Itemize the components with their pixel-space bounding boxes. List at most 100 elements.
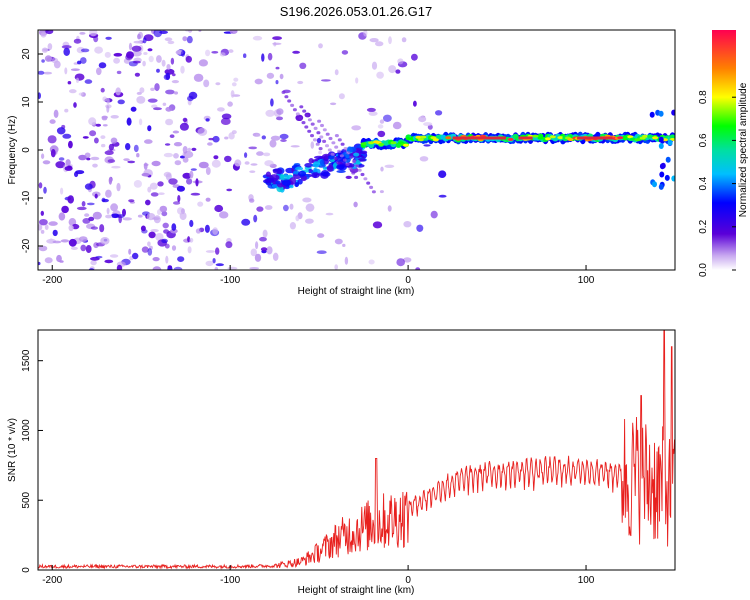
spectrogram-band-cell xyxy=(417,138,424,142)
spectrogram-streak-blob xyxy=(320,123,324,128)
spectrogram-arm-blob xyxy=(346,146,353,153)
spectrogram-arm-blob xyxy=(336,164,345,170)
spectrogram-noise-blob xyxy=(174,160,182,166)
spectrogram-noise-blob xyxy=(177,207,185,215)
spectrogram-noise-blob xyxy=(162,102,167,107)
spectrogram-noise-blob xyxy=(205,250,215,253)
spectrogram-noise-blob xyxy=(98,62,107,69)
spectrogram-noise-blob xyxy=(68,140,73,149)
spectrogram-noise-blob xyxy=(128,248,132,255)
spectrogram-noise-blob xyxy=(220,117,231,125)
spectrogram-noise-blob xyxy=(108,143,114,151)
spectrogram-arm-blob xyxy=(321,170,329,177)
spectrogram-noise-blob xyxy=(204,224,210,233)
spectrogram-noise-blob xyxy=(99,224,105,233)
spectrogram-noise-blob xyxy=(211,51,219,54)
spectrogram-streak-blob xyxy=(337,138,342,142)
spectrogram-noise-blob xyxy=(299,62,307,69)
spectrogram-noise-blob xyxy=(224,136,229,140)
spectrogram-noise-blob xyxy=(276,108,284,115)
spectrogram-noise-blob xyxy=(143,162,148,170)
spectrogram-noise-blob xyxy=(84,183,93,190)
spectrogram-noise-blob xyxy=(105,189,112,198)
spectrogram-noise-blob xyxy=(186,178,193,185)
spectrogram-arm-blob xyxy=(289,177,297,185)
spectrogram-streak-blob xyxy=(354,164,359,168)
spectrogram-noise-blob xyxy=(100,135,106,140)
spectrogram-noise-blob xyxy=(244,152,248,158)
spectrogram-noise-blob xyxy=(132,252,139,260)
spectrogram-noise-blob xyxy=(164,37,173,42)
spectrogram-noise-blob xyxy=(58,157,65,161)
spectrogram-noise-blob xyxy=(403,257,412,263)
spectrogram-noise-blob xyxy=(80,48,90,53)
spectrogram-noise-blob xyxy=(110,115,119,119)
spectrogram-streak-blob xyxy=(292,108,297,112)
top-x-axis-label: Height of straight line (km) xyxy=(298,286,415,297)
spectrogram-noise-blob xyxy=(259,236,267,242)
spectrogram-noise-blob xyxy=(226,188,233,192)
spectrogram-noise-blob xyxy=(173,201,181,205)
spectrogram-noise-blob xyxy=(243,53,247,58)
spectrogram-noise-blob xyxy=(193,73,204,82)
spectrogram-streak-blob xyxy=(327,148,332,152)
spectrogram-streak-blob xyxy=(319,135,324,139)
spectrogram-noise-blob xyxy=(117,99,125,105)
colorbar-label: Normalized spectral amplitude xyxy=(738,82,749,217)
spectrogram-noise-blob xyxy=(47,135,57,144)
spectrogram-band-cell xyxy=(378,143,385,146)
spectrogram-noise-blob xyxy=(136,96,146,104)
spectrogram-arm-blob xyxy=(289,184,294,189)
spectrogram-streak-blob xyxy=(284,95,289,99)
top-y-tick-label: -10 xyxy=(21,190,32,205)
spectrogram-noise-blob xyxy=(174,91,178,95)
spectrogram-streak-blob xyxy=(357,168,362,172)
spectrogram-noise-blob xyxy=(137,33,141,40)
spectrogram-noise-blob xyxy=(48,221,58,226)
spectrogram-noise-blob xyxy=(56,254,62,263)
spectrogram-noise-blob xyxy=(165,89,175,95)
spectrogram-noise-blob xyxy=(38,182,43,189)
spectrogram-streak-blob xyxy=(334,134,339,138)
spectrogram-noise-blob xyxy=(61,45,72,49)
spectrogram-noise-blob xyxy=(182,117,188,122)
spectrogram-noise-blob xyxy=(256,206,264,212)
spectrogram-streak-blob xyxy=(281,90,286,94)
spectrogram-noise-blob xyxy=(150,229,159,233)
spectrogram-noise-blob xyxy=(177,195,181,203)
spectrogram-noise-blob xyxy=(163,152,173,158)
spectrogram-noise-blob xyxy=(163,229,170,234)
spectrogram-noise-blob xyxy=(88,117,97,126)
spectrogram-streak-blob xyxy=(307,118,312,122)
spectrogram-noise-blob xyxy=(198,161,209,169)
spectrogram-noise-blob xyxy=(73,102,77,108)
spectrogram-noise-blob xyxy=(182,157,189,163)
spectrogram-streak-blob xyxy=(366,181,371,185)
spectrogram-streak-blob xyxy=(334,145,339,149)
spectrogram-noise-blob xyxy=(334,264,339,270)
spectrogram-noise-blob xyxy=(318,43,323,49)
spectrogram-noise-blob xyxy=(70,246,78,250)
spectrogram-noise-blob xyxy=(250,163,258,166)
spectrogram-noise-blob xyxy=(44,257,53,264)
spectrogram-edge-blob xyxy=(664,174,670,181)
spectrogram-noise-blob xyxy=(229,30,238,34)
spectrogram-noise-blob xyxy=(375,41,384,47)
spectrogram-noise-blob xyxy=(197,201,204,207)
spectrogram-noise-blob xyxy=(256,151,264,156)
spectrogram-noise-blob xyxy=(205,118,210,122)
spectrogram-edge-blob xyxy=(658,183,664,190)
spectrogram-noise-blob xyxy=(270,135,281,141)
spectrogram-noise-blob xyxy=(122,217,132,221)
spectrogram-noise-blob xyxy=(190,168,197,171)
spectrogram-noise-blob xyxy=(244,161,250,165)
spectrogram-noise-blob xyxy=(92,211,102,220)
top-x-tick-label: 100 xyxy=(578,275,595,286)
spectrogram-noise-blob xyxy=(262,229,268,238)
spectrogram-streak-blob xyxy=(325,132,330,136)
spectrogram-band-cell xyxy=(537,136,544,140)
spectrogram-noise-blob xyxy=(105,214,113,219)
spectrogram-streak-blob xyxy=(371,190,376,194)
spectrogram-noise-blob xyxy=(116,70,122,75)
